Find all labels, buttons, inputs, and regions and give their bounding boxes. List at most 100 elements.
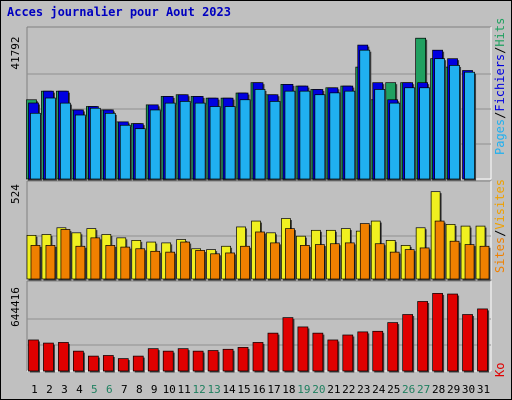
bar-traffic-pages-8 [134,128,146,180]
bar-traffic-pages-24 [374,89,386,180]
bar-kb-ko-31 [477,308,488,372]
x-tick-25: 25 [387,383,400,396]
legend-visits-2: Visites [493,179,507,230]
y-max-label-visits: 524 [9,184,22,204]
legend-traffic: Pages/Fichiers/Hits [493,18,507,155]
bar-traffic-pages-2 [45,97,56,180]
bar-traffic-pages-30 [464,71,475,180]
bar-traffic-pages-27 [419,87,430,180]
bar-kb-ko-17 [267,332,279,372]
x-tick-15: 15 [237,383,250,396]
bar-traffic-pages-10 [164,102,176,180]
x-tick-21: 21 [327,383,340,396]
x-tick-24: 24 [372,383,386,396]
bar-kb-ko-7 [117,358,129,372]
bar-traffic-pages-29 [449,65,460,180]
bar-traffic-pages-25 [389,102,401,180]
legend-traffic-1: / [493,112,507,119]
bar-visits-sites-25 [389,251,400,280]
bar-kb-ko-16 [252,342,264,372]
x-tick-16: 16 [252,383,265,396]
bar-kb-ko-14 [222,348,234,372]
bar-traffic-pages-18 [284,90,296,180]
x-tick-22: 22 [342,383,355,396]
x-tick-6: 6 [106,383,113,396]
x-tick-18: 18 [282,383,295,396]
bar-traffic-pages-12 [194,102,206,180]
bar-kb-ko-1 [28,339,39,372]
bar-kb-ko-3 [58,342,69,372]
bar-traffic-pages-20 [314,94,326,180]
bar-kb-ko-29 [447,293,458,372]
x-tick-30: 30 [462,383,475,396]
bar-kb-ko-15 [237,347,249,372]
bar-visits-sites-1 [30,245,41,280]
bar-traffic-pages-26 [404,87,416,180]
bar-visits-sites-9 [150,250,161,280]
bar-traffic-pages-3 [60,102,71,180]
bar-traffic-pages-23 [359,49,371,180]
bar-kb-ko-20 [312,332,324,372]
chart-title: Acces journalier pour Aout 2023 [7,5,231,19]
bar-visits-sites-28 [434,220,445,280]
bar-traffic-pages-28 [434,58,445,180]
bar-traffic-pages-13 [209,106,221,180]
x-tick-28: 28 [432,383,445,396]
bar-kb-ko-5 [88,355,99,372]
x-tick-13: 13 [207,383,220,396]
bar-kb-ko-26 [402,314,414,372]
bar-visits-sites-16 [255,231,265,280]
bar-visits-sites-5 [90,237,101,280]
bar-visits-sites-14 [225,252,235,280]
bar-kb-ko-9 [147,348,159,372]
bar-traffic-pages-22 [344,90,356,180]
bar-traffic-pages-14 [224,106,236,180]
x-tick-23: 23 [357,383,370,396]
bar-traffic-pages-6 [104,113,116,180]
x-tick-4: 4 [76,383,83,396]
bar-kb-ko-24 [372,330,384,372]
x-tick-10: 10 [163,383,176,396]
bar-visits-sites-13 [210,253,220,280]
bar-kb-ko-19 [297,326,309,372]
bar-visits-sites-20 [315,244,325,280]
bar-kb-ko-18 [282,317,294,372]
bar-visits-sites-31 [479,245,490,280]
bar-visits-sites-8 [135,248,146,280]
bar-visits-sites-21 [329,243,340,280]
bar-kb-ko-6 [102,355,114,372]
bar-visits-sites-7 [120,246,131,280]
legend-visits-0: Sites [493,237,507,273]
bar-visits-sites-26 [404,249,415,280]
bar-visits-sites-11 [180,241,191,280]
bar-kb-ko-2 [43,342,54,372]
legend-traffic-2: Fichiers [493,54,507,112]
bar-kb-ko-11 [177,348,189,372]
legend-traffic-3: / [493,47,507,54]
bar-kb-ko-27 [417,301,428,372]
bar-visits-sites-18 [285,228,295,280]
bar-kb-ko-10 [162,350,174,372]
bar-visits-sites-24 [374,243,385,280]
bar-visits-sites-23 [359,223,370,280]
bar-traffic-pages-11 [179,101,191,180]
x-tick-31: 31 [477,383,490,396]
bar-visits-sites-2 [45,245,56,280]
bar-traffic-pages-1 [30,112,41,180]
bar-kb-ko-13 [207,350,219,372]
legend-traffic-0: Pages [493,119,507,155]
bar-visits-sites-3 [60,229,71,280]
x-tick-1: 1 [31,383,38,396]
legend-kb-0: Ko [493,363,507,377]
x-tick-17: 17 [267,383,280,396]
bar-kb-ko-12 [192,350,204,372]
x-tick-19: 19 [297,383,310,396]
bar-traffic-pages-17 [269,101,281,180]
y-max-label-traffic: 41792 [9,36,22,69]
bar-kb-ko-8 [132,355,144,372]
bar-visits-sites-22 [344,242,355,280]
bar-traffic-pages-21 [329,92,341,180]
bar-visits-sites-29 [449,240,460,280]
